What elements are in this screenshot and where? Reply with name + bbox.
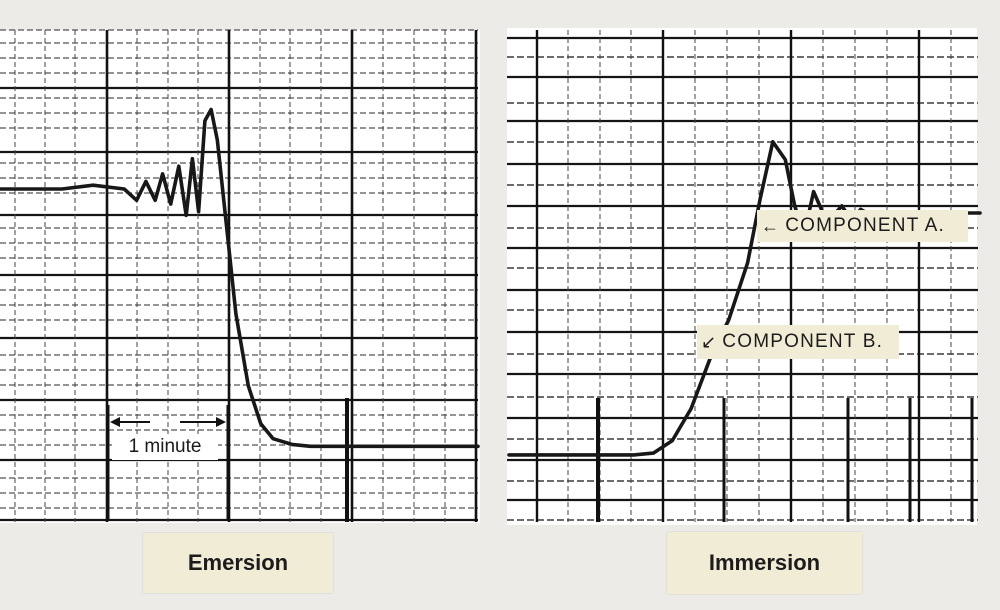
left-arrow-icon: ← (761, 215, 781, 236)
emersion-title: Emersion (143, 533, 333, 593)
right-arrowhead-icon (216, 417, 226, 427)
one-minute-scale-bracket (106, 405, 230, 520)
component-b-label: COMPONENT B. (722, 331, 884, 352)
emersion-trace (0, 107, 480, 449)
emersion-panel (0, 29, 480, 523)
left-arrowhead-icon (110, 417, 120, 427)
component-a-annotation: ← COMPONENT A. (757, 210, 968, 242)
left-arrow-icon: ↙ (701, 331, 718, 352)
immersion-panel (507, 28, 982, 525)
component-a-label: COMPONENT A. (785, 215, 945, 236)
time-scale-label: 1 minute (112, 434, 218, 460)
immersion-grid (507, 30, 978, 522)
component-b-annotation: ↙ COMPONENT B. (697, 325, 899, 359)
immersion-title: Immersion (667, 532, 862, 594)
